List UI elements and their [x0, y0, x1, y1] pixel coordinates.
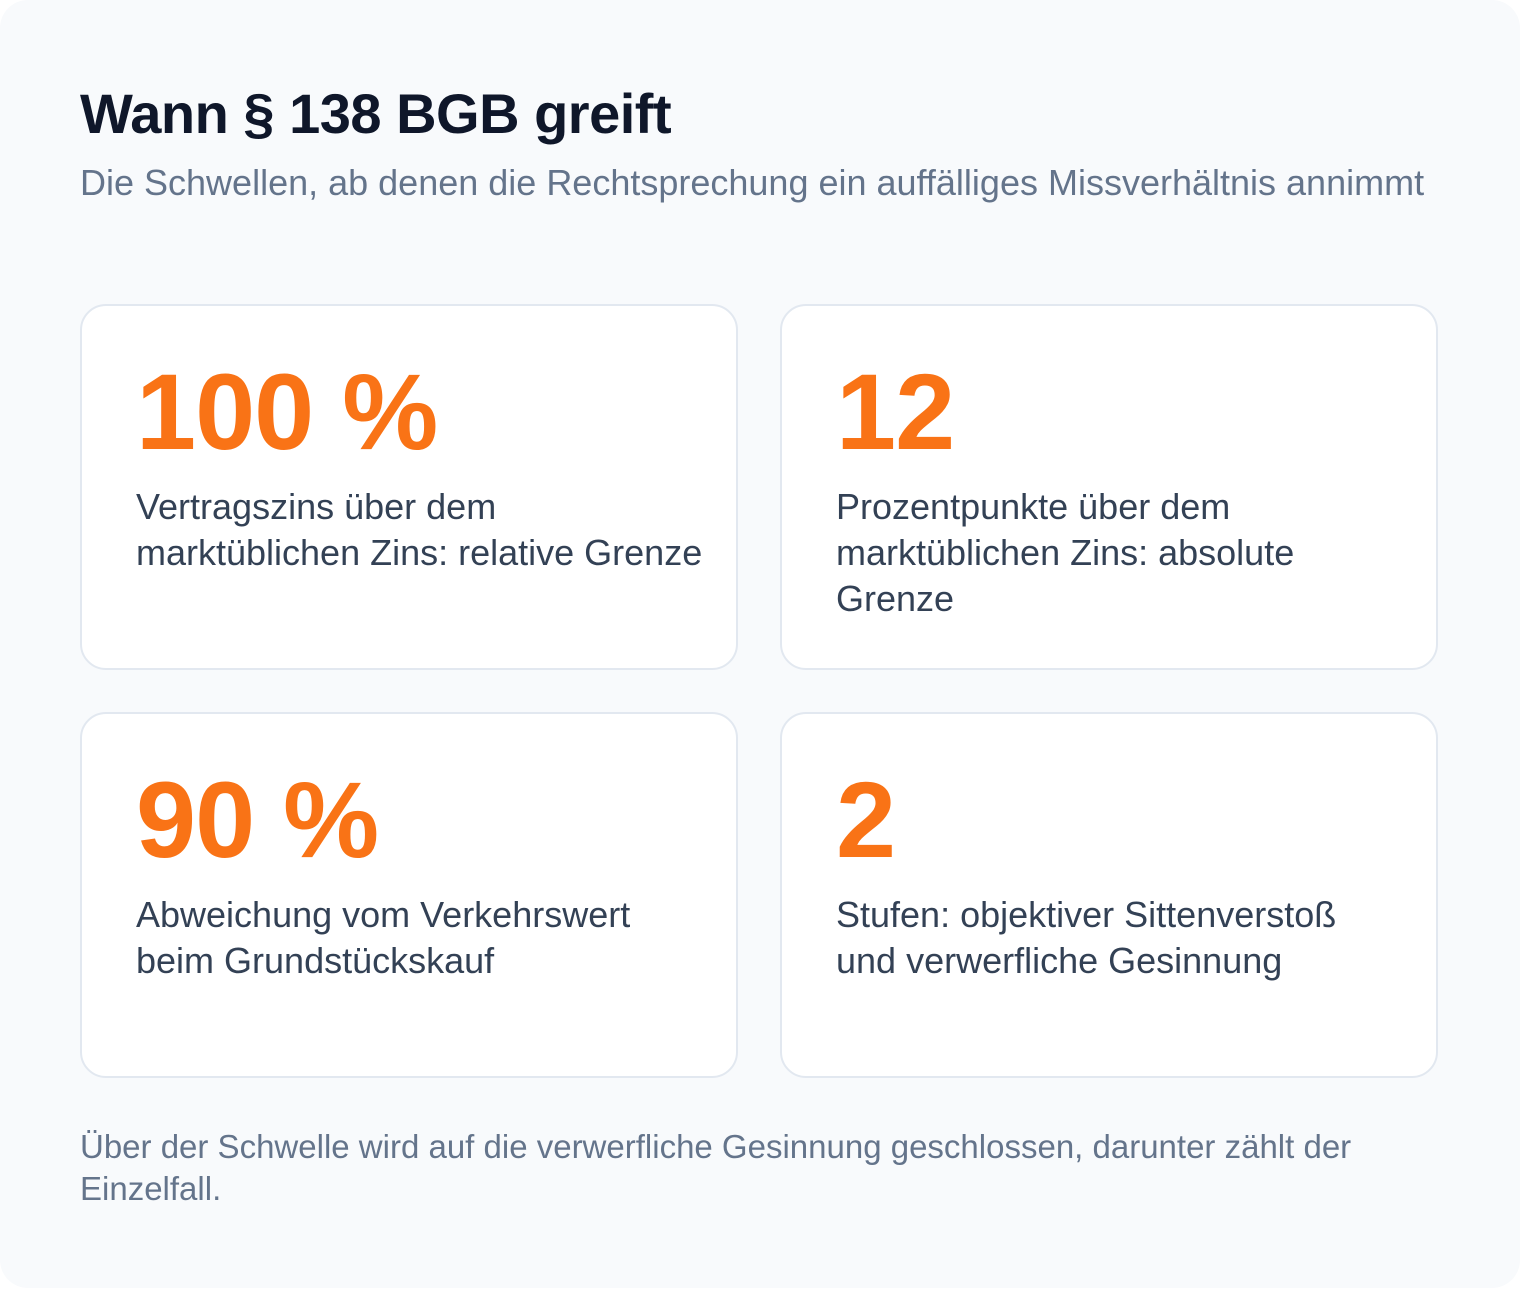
stat-card-relative-limit: 100 % Vertragszins über dem marktübliche…	[80, 304, 738, 670]
stat-label: Prozentpunkte über dem marktüblichen Zin…	[836, 486, 1295, 619]
stat-value: 2	[836, 759, 896, 880]
stat-value: 90 %	[136, 759, 379, 880]
stat-value: 12	[836, 351, 955, 472]
stat-label: Abweichung vom Verkehrswert beim Grundst…	[136, 894, 631, 981]
stat-label: Vertragszins über dem marktüblichen Zins…	[136, 486, 703, 573]
stat-card-property-value: 90 % Abweichung vom Verkehrswert beim Gr…	[80, 712, 738, 1078]
page-subtitle: Die Schwellen, ab denen die Rechtsprechu…	[80, 162, 1425, 203]
footnote: Über der Schwelle wird auf die verwerfli…	[80, 1128, 1352, 1207]
stat-value: 100 %	[136, 351, 438, 472]
stat-label: Stufen: objektiver Sittenverstoß und ver…	[836, 894, 1337, 981]
stat-card-absolute-limit: 12 Prozentpunkte über dem marktüblichen …	[780, 304, 1438, 670]
page-title: Wann § 138 BGB greift	[80, 82, 672, 145]
stat-card-two-stages: 2 Stufen: objektiver Sittenverstoß und v…	[780, 712, 1438, 1078]
